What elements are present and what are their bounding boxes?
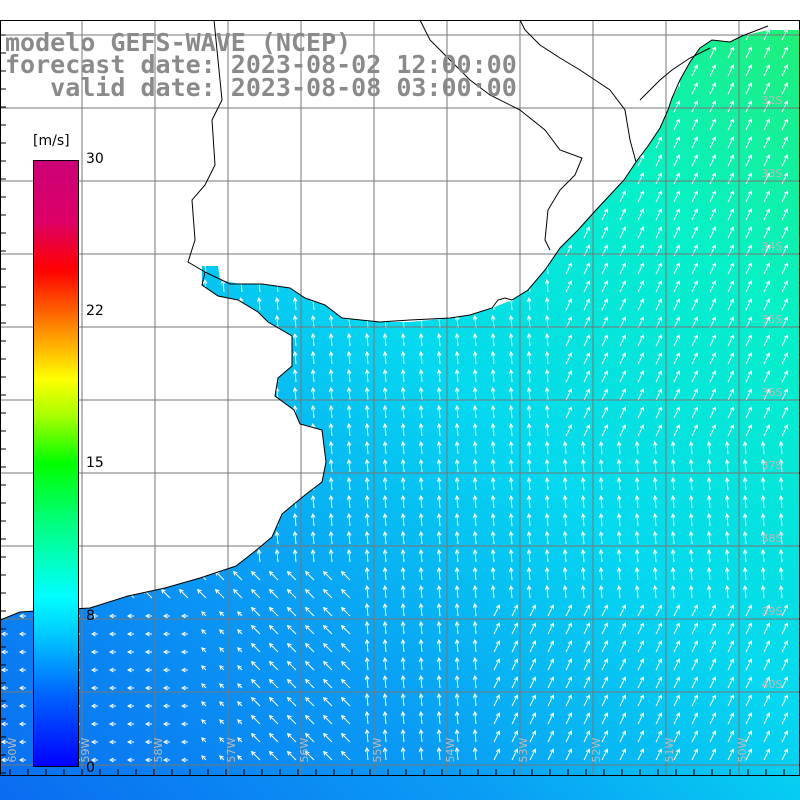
lat-label: 35S (762, 313, 783, 326)
lon-label: 56W (298, 737, 311, 762)
title-valid-date: valid date: 2023-08-08 03:00:00 (5, 73, 517, 102)
colorbar-tick-8: 8 (86, 608, 95, 624)
lat-label: 37S (762, 459, 783, 472)
lon-label: 52W (590, 737, 603, 762)
sea-field (0, 30, 800, 800)
title-forecast-date: forecast date: 2023-08-02 12:00:00 (5, 50, 517, 79)
lon-label: 59W (79, 737, 92, 762)
colorbar-tick-22: 22 (86, 303, 104, 319)
lat-label: 40S (762, 678, 783, 691)
sea-area (0, 30, 800, 800)
lon-label: 60W (6, 737, 19, 762)
lat-label: 32S (762, 94, 783, 107)
lat-label: 34S (762, 240, 783, 253)
lat-lon-grid (0, 20, 800, 776)
title-model: modelo GEFS-WAVE (NCEP) (5, 28, 352, 57)
colorbar-tick-15: 15 (86, 455, 104, 471)
lon-label: 51W (663, 737, 676, 762)
lat-label: 36S (762, 386, 783, 399)
lon-label: 55W (371, 737, 384, 762)
lon-label: 58W (152, 737, 165, 762)
colorbar (33, 160, 79, 767)
lon-label: 57W (225, 737, 238, 762)
lon-label: 54W (444, 737, 457, 762)
lon-label: 53W (517, 737, 530, 762)
lat-label: 39S (762, 605, 783, 618)
colorbar-tick-30: 30 (86, 151, 104, 167)
lat-label: 38S (762, 532, 783, 545)
border-line (187, 19, 711, 273)
latitude-labels: 32S 33S 34S 35S 36S 37S 38S 39S 40S (762, 94, 783, 691)
longitude-labels: 60W 59W 58W 57W 56W 55W 54W 53W 52W 51W 50W (6, 737, 749, 762)
colorbar-tick-0: 0 (86, 760, 95, 776)
lat-label: 33S (762, 167, 783, 180)
colorbar-unit: [m/s] (33, 133, 70, 149)
lon-label: 50W (736, 737, 749, 762)
coastline (0, 25, 769, 621)
